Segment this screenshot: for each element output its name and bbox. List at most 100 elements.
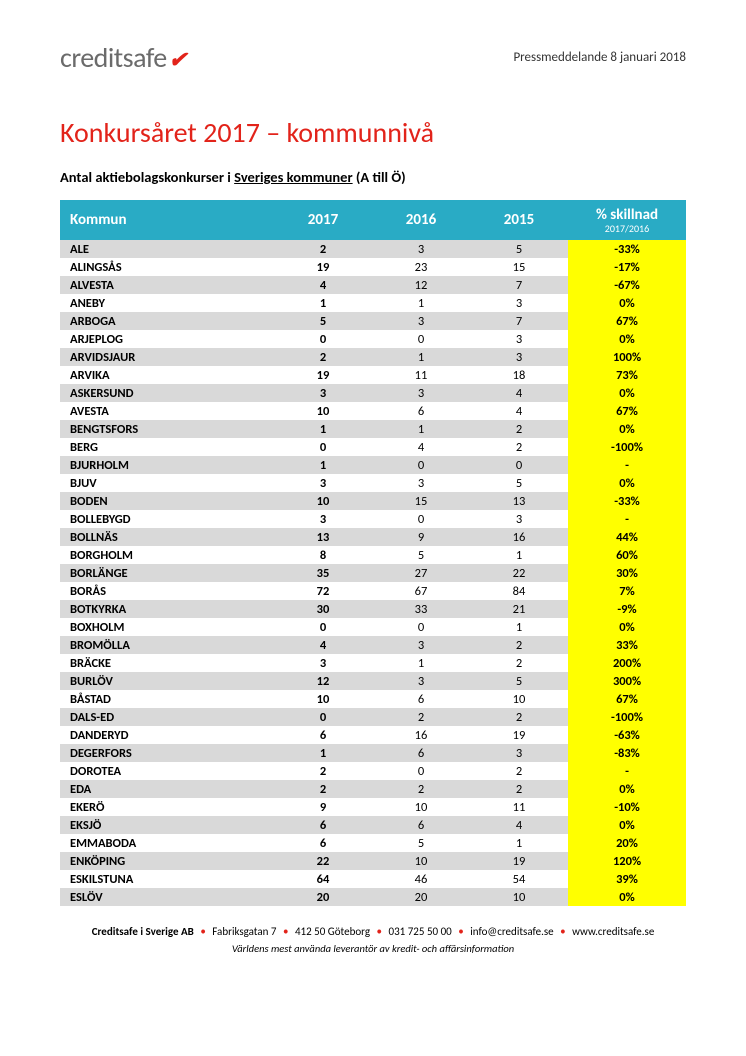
cell-2016: 16 [372, 726, 470, 744]
logo-accent-icon: ✔ [167, 46, 187, 73]
cell-2015: 2 [470, 420, 568, 438]
cell-2016: 1 [372, 348, 470, 366]
cell-2017: 4 [274, 636, 372, 654]
table-row: BORÅS7267847% [60, 582, 686, 600]
table-row: EMMABODA65120% [60, 834, 686, 852]
subtitle-suffix: (A till Ö) [353, 168, 406, 186]
table-row: ANEBY1130% [60, 294, 686, 312]
cell-2016: 9 [372, 528, 470, 546]
cell-2016: 0 [372, 762, 470, 780]
cell-2015: 5 [470, 672, 568, 690]
footer-company: Creditsafe i Sverige AB [92, 925, 194, 938]
cell-2016: 6 [372, 816, 470, 834]
cell-2017: 8 [274, 546, 372, 564]
cell-name: EKERÖ [60, 798, 274, 816]
cell-diff: 0% [568, 474, 686, 492]
cell-name: ASKERSUND [60, 384, 274, 402]
cell-diff: 0% [568, 420, 686, 438]
cell-2016: 11 [372, 366, 470, 384]
cell-diff: -83% [568, 744, 686, 762]
cell-name: DALS-ED [60, 708, 274, 726]
cell-2016: 5 [372, 546, 470, 564]
cell-2015: 16 [470, 528, 568, 546]
cell-2017: 1 [274, 456, 372, 474]
cell-name: BOXHOLM [60, 618, 274, 636]
cell-name: BORGHOLM [60, 546, 274, 564]
cell-2015: 2 [470, 636, 568, 654]
table-body: ALE235-33%ALINGSÅS192315-17%ALVESTA4127-… [60, 240, 686, 906]
cell-diff: -10% [568, 798, 686, 816]
cell-name: DOROTEA [60, 762, 274, 780]
cell-2017: 10 [274, 402, 372, 420]
table-row: DOROTEA202- [60, 762, 686, 780]
cell-2015: 2 [470, 654, 568, 672]
cell-2015: 5 [470, 240, 568, 258]
cell-2017: 2 [274, 780, 372, 798]
cell-diff: 0% [568, 384, 686, 402]
table-row: DEGERFORS163-83% [60, 744, 686, 762]
cell-2016: 3 [372, 474, 470, 492]
cell-2017: 2 [274, 348, 372, 366]
cell-2017: 3 [274, 510, 372, 528]
cell-2015: 4 [470, 816, 568, 834]
cell-2015: 5 [470, 474, 568, 492]
cell-diff: 100% [568, 348, 686, 366]
footer-line: Creditsafe i Sverige AB • Fabriksgatan 7… [60, 924, 686, 941]
table-row: DANDERYD61619-63% [60, 726, 686, 744]
cell-2015: 3 [470, 744, 568, 762]
table-row: BÅSTAD1061067% [60, 690, 686, 708]
table-row: BODEN101513-33% [60, 492, 686, 510]
col-2015: 2015 [470, 200, 568, 240]
cell-2015: 4 [470, 384, 568, 402]
cell-2017: 22 [274, 852, 372, 870]
cell-2015: 22 [470, 564, 568, 582]
table-row: BORLÄNGE35272230% [60, 564, 686, 582]
cell-name: ALE [60, 240, 274, 258]
cell-diff: -100% [568, 438, 686, 456]
subtitle-prefix: Antal aktiebolagskonkurser i [60, 168, 234, 186]
cell-2015: 7 [470, 312, 568, 330]
cell-name: EMMABODA [60, 834, 274, 852]
cell-name: BJURHOLM [60, 456, 274, 474]
cell-2015: 0 [470, 456, 568, 474]
dot-icon: • [279, 925, 292, 938]
cell-diff: 0% [568, 816, 686, 834]
cell-2017: 2 [274, 762, 372, 780]
cell-2015: 1 [470, 834, 568, 852]
cell-2017: 1 [274, 420, 372, 438]
cell-2015: 11 [470, 798, 568, 816]
footer-tagline: Världens mest använda leverantör av kred… [60, 941, 686, 957]
dot-icon: • [373, 925, 386, 938]
col-kommun: Kommun [60, 200, 274, 240]
cell-2016: 3 [372, 312, 470, 330]
cell-2017: 0 [274, 708, 372, 726]
table-row: ARVIKA19111873% [60, 366, 686, 384]
cell-diff: 44% [568, 528, 686, 546]
table-row: BOLLEBYGD303- [60, 510, 686, 528]
table-row: BOXHOLM0010% [60, 618, 686, 636]
cell-2016: 46 [372, 870, 470, 888]
footer-email: info@creditsafe.se [470, 925, 553, 938]
cell-2015: 3 [470, 294, 568, 312]
cell-2017: 12 [274, 672, 372, 690]
cell-2017: 13 [274, 528, 372, 546]
cell-diff: 60% [568, 546, 686, 564]
cell-name: BRÄCKE [60, 654, 274, 672]
cell-diff: 20% [568, 834, 686, 852]
cell-2015: 2 [470, 780, 568, 798]
table-row: ENKÖPING221019120% [60, 852, 686, 870]
cell-name: BOLLEBYGD [60, 510, 274, 528]
cell-diff: -33% [568, 240, 686, 258]
cell-2016: 5 [372, 834, 470, 852]
cell-diff: 73% [568, 366, 686, 384]
col-diff: % skillnad 2017/2016 [568, 200, 686, 240]
cell-2015: 3 [470, 330, 568, 348]
cell-2016: 6 [372, 402, 470, 420]
table-row: EKERÖ91011-10% [60, 798, 686, 816]
cell-name: BORLÄNGE [60, 564, 274, 582]
table-row: ARVIDSJAUR213100% [60, 348, 686, 366]
cell-diff: -33% [568, 492, 686, 510]
cell-2016: 1 [372, 294, 470, 312]
cell-name: BURLÖV [60, 672, 274, 690]
table-row: ARBOGA53767% [60, 312, 686, 330]
